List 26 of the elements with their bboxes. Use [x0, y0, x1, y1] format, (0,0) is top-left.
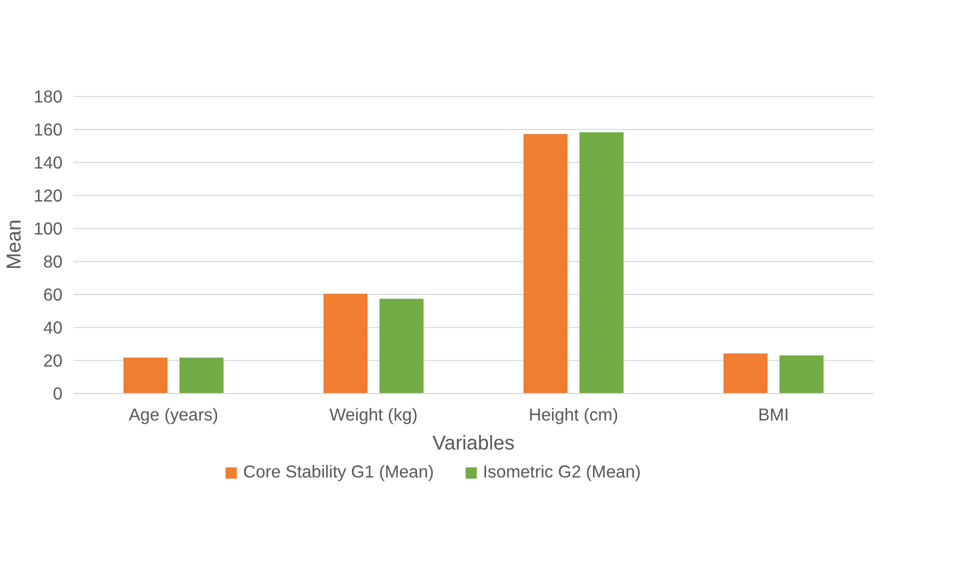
y-tick-label: 120	[34, 185, 63, 206]
y-tick-label: 60	[43, 284, 63, 304]
y-tick-label: 140	[34, 152, 63, 172]
bar	[324, 294, 368, 394]
x-tick-label: Age (years)	[128, 404, 218, 424]
x-tick-label: Height (cm)	[528, 404, 618, 424]
bar	[524, 134, 568, 394]
bar	[180, 358, 224, 394]
y-axis-title: Mean	[4, 219, 26, 270]
y-tick-label: 40	[43, 317, 63, 338]
bar	[780, 355, 824, 394]
x-tick-label: BMI	[758, 404, 789, 424]
y-tick-label: 80	[43, 251, 63, 272]
bar	[724, 354, 768, 394]
bar	[380, 298, 424, 394]
y-tick-label: 20	[43, 350, 63, 370]
y-tick-label: 0	[52, 384, 63, 404]
y-tick-label: 180	[34, 86, 63, 106]
y-tick-label: 160	[34, 119, 63, 140]
x-tick-label: Weight (kg)	[329, 404, 418, 424]
x-axis-title: Variables	[432, 432, 514, 454]
legend-label: Core Stability G1 (Mean)	[243, 462, 434, 482]
bar	[580, 132, 624, 394]
y-tick-label: 100	[34, 218, 63, 238]
bar	[124, 358, 168, 394]
legend-label: Isometric G2 (Mean)	[482, 462, 641, 482]
